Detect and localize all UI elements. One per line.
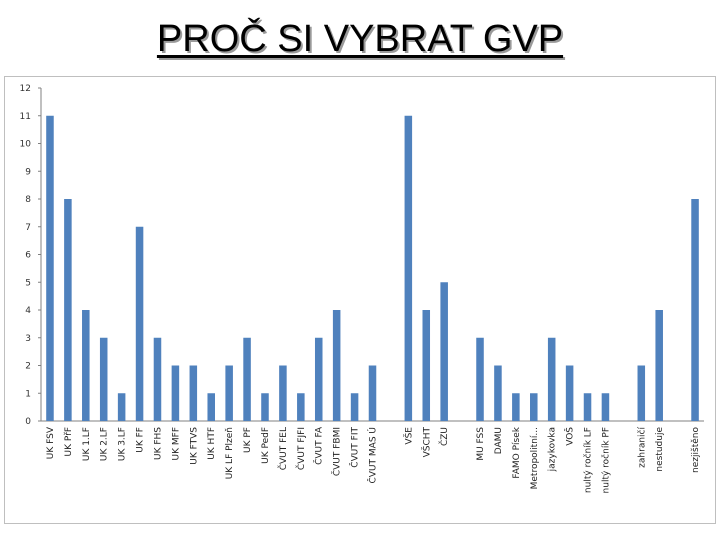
y-tick-label: 4: [25, 306, 31, 316]
x-tick-label: UK 2.LF: [100, 427, 110, 461]
y-tick-label: 3: [25, 334, 31, 344]
bar: [99, 337, 108, 421]
bar: [171, 365, 180, 421]
bar: [601, 393, 610, 421]
x-tick-label: ČVUT FJFI: [295, 427, 307, 470]
x-tick-label: VŠE: [402, 427, 414, 445]
bar: [691, 199, 699, 421]
x-tick-label: UK FSV: [46, 426, 56, 459]
y-tick-label: 8: [25, 195, 31, 205]
bar: [243, 337, 251, 421]
x-tick-label: UK MFF: [171, 427, 181, 460]
bar: [332, 310, 341, 421]
x-tick-label: Metropolitní...: [530, 427, 540, 489]
bar: [440, 282, 448, 421]
y-tick-label: 2: [25, 362, 31, 372]
x-tick-label: VOŠ: [564, 427, 576, 446]
x-tick-label: nultý ročník LF: [583, 427, 594, 493]
y-tick-label: 11: [20, 112, 31, 122]
bar: [655, 310, 663, 421]
x-tick-label: UK LF Plzeň: [224, 427, 235, 479]
bar: [279, 365, 287, 421]
bar: [64, 199, 72, 421]
y-tick-label: 0: [25, 417, 31, 427]
bar: [583, 393, 592, 421]
x-tick-label: UK FTVS: [189, 427, 199, 465]
x-tick-label: zahraničí: [636, 427, 647, 468]
x-tick-label: UK HTF: [207, 427, 217, 460]
bar: [207, 393, 215, 421]
x-tick-label: UK 1.LF: [82, 427, 92, 461]
x-tick-label: ČVUT FEL: [277, 427, 289, 470]
x-tick-label: ČVUT FIT: [349, 427, 361, 468]
bar: [261, 393, 269, 421]
y-tick-label: 12: [20, 84, 31, 94]
bar: [153, 337, 162, 421]
x-tick-label: VŠCHT: [420, 427, 432, 458]
y-tick-label: 7: [25, 223, 31, 233]
bar: [225, 365, 233, 421]
x-tick-label: nestuduje: [655, 427, 665, 472]
bar: [476, 337, 484, 421]
x-tick-label: UK 3.LF: [118, 427, 128, 461]
x-tick-label: jazykovka: [548, 427, 558, 472]
x-tick-label: UK PedF: [261, 427, 271, 464]
x-tick-label: UK PřF: [64, 427, 74, 457]
y-tick-label: 6: [25, 251, 31, 261]
chart-border: [4, 76, 716, 524]
bar: [637, 365, 646, 421]
chart-frame: 0 1 2 3 4 5 6 7 8 9 10 11 12 UK FSV UK PřF UK 1.LF UK 2…: [4, 76, 716, 524]
y-tick-label: 1: [25, 389, 31, 399]
x-tick-label: UK PF: [243, 427, 253, 453]
bar: [565, 365, 574, 421]
bar: [422, 310, 431, 421]
bar: [46, 115, 54, 421]
bar: [404, 115, 413, 421]
bars: [46, 115, 699, 421]
x-tick-label: FAMO Písek: [512, 426, 522, 478]
bar: [547, 337, 556, 421]
x-tick-label: nultý ročník PF: [600, 427, 611, 493]
x-tick-label: DAMU: [494, 427, 504, 454]
bar: [530, 393, 538, 421]
y-tick-label: 9: [25, 167, 31, 177]
y-tick-label: 5: [25, 278, 31, 288]
x-tick-label: ČVUT FA: [313, 426, 325, 465]
bar: [297, 393, 305, 421]
x-tick-label: ČVUT FBMI: [331, 427, 343, 476]
bar: [135, 226, 144, 421]
x-tick-label: UK FF: [136, 427, 146, 453]
bar: [368, 365, 377, 421]
bar: [494, 365, 502, 421]
x-tick-label: ČZU: [438, 427, 450, 446]
bar: [189, 365, 198, 421]
bar: [314, 337, 323, 421]
x-tick-label: ČVUT MAS Ú: [367, 427, 379, 483]
y-tick-label: 10: [20, 140, 32, 150]
bar: [350, 393, 359, 421]
x-tick-label: nezjištěno: [690, 427, 701, 473]
x-axis-labels: UK FSV UK PřF UK 1.LF UK 2.LF UK 3.LF UK FF UK…: [46, 426, 701, 493]
bar: [512, 393, 520, 421]
slide-title: PROČ SI VYBRAT GVP: [156, 18, 564, 60]
x-tick-label: MU FSS: [476, 427, 486, 461]
bar: [117, 393, 126, 421]
bar: [82, 310, 90, 421]
x-tick-label: UK FHS: [153, 427, 163, 460]
